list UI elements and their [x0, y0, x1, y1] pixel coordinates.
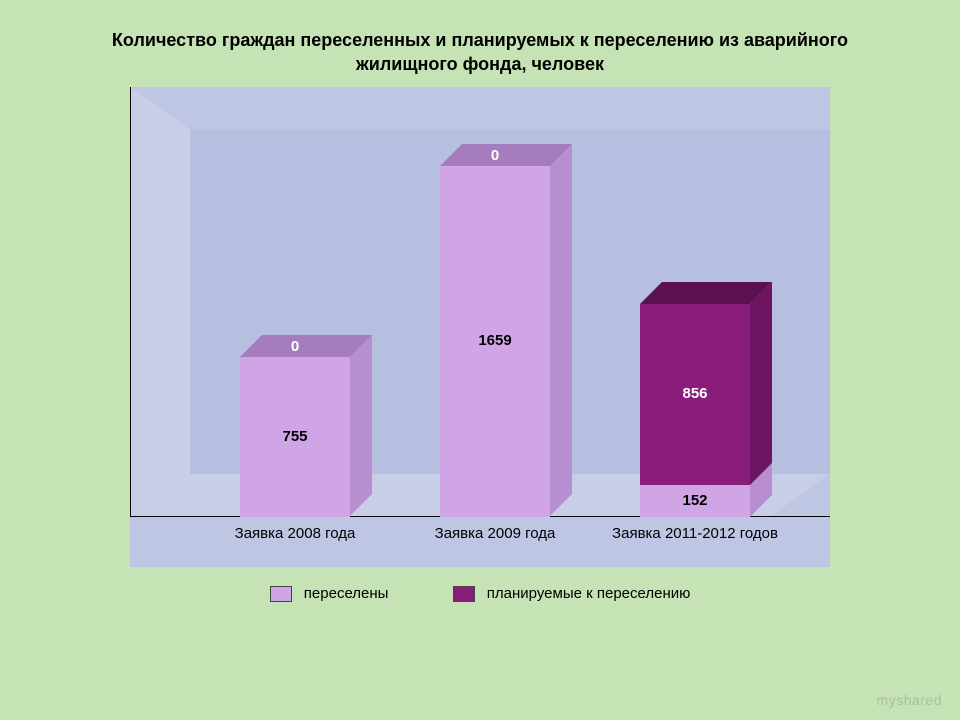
- category-label-2: Заявка 2011-2012 годов: [610, 525, 780, 543]
- value-planned-0: 0: [240, 338, 350, 355]
- value-relocated-2: 152: [640, 492, 750, 509]
- legend-item-planned: планируемые к переселению: [453, 585, 691, 602]
- legend-swatch-relocated: [270, 586, 292, 602]
- value-relocated-0: 755: [240, 428, 350, 445]
- legend-item-relocated: переселены: [270, 585, 389, 602]
- legend: переселены планируемые к переселению: [130, 585, 830, 602]
- value-planned-2: 856: [640, 385, 750, 402]
- bar-0: 7550: [240, 357, 350, 516]
- value-planned-1: 0: [440, 147, 550, 164]
- legend-swatch-planned: [453, 586, 475, 602]
- bar-1: 16590: [440, 166, 550, 516]
- category-label-0: Заявка 2008 года: [210, 525, 380, 543]
- bars-container: 755016590152856: [130, 137, 830, 517]
- chart-plot-area: 755016590152856 Заявка 2008 годаЗаявка 2…: [130, 87, 830, 567]
- chart-title: Количество граждан переселенных и планир…: [0, 0, 960, 87]
- legend-label-planned: планируемые к переселению: [487, 585, 691, 602]
- bar-2: 152 856: [640, 304, 750, 517]
- category-label-1: Заявка 2009 года: [410, 525, 580, 543]
- value-relocated-1: 1659: [440, 332, 550, 349]
- watermark: myshared: [877, 692, 942, 708]
- legend-label-relocated: переселены: [304, 585, 389, 602]
